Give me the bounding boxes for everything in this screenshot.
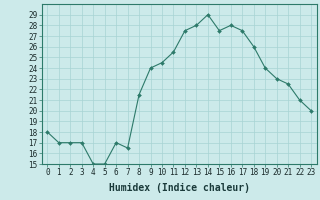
- X-axis label: Humidex (Indice chaleur): Humidex (Indice chaleur): [109, 183, 250, 193]
